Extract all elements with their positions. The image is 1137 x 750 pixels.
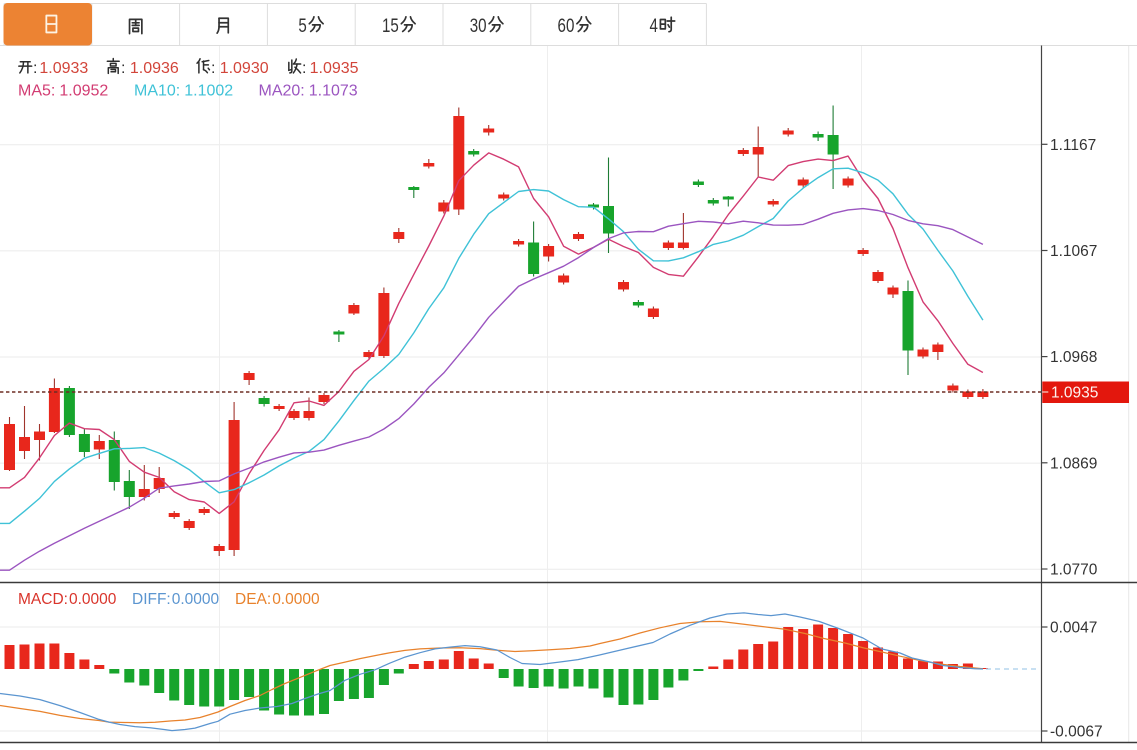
svg-text:1.1067: 1.1067: [1050, 243, 1097, 260]
svg-text::: :: [33, 60, 37, 77]
svg-text:MA20:1.1073: MA20: 1.1073: [259, 83, 358, 100]
svg-text:MACD:0.0000: MACD:0.0000: [18, 591, 117, 608]
svg-text:DIFF:0.0000: DIFF:0.0000: [132, 591, 220, 608]
svg-text:1.0935: 1.0935: [310, 60, 359, 77]
svg-text:-0.0067: -0.0067: [1050, 724, 1103, 741]
svg-text:15: 15: [382, 16, 399, 37]
svg-text:1.0935: 1.0935: [1051, 385, 1098, 402]
svg-text:1.0968: 1.0968: [1050, 349, 1097, 366]
svg-text:30: 30: [470, 16, 487, 37]
svg-text:MA5:1.0952: MA5: 1.0952: [18, 83, 108, 100]
svg-text:1.0770: 1.0770: [1050, 562, 1098, 579]
svg-text::: :: [302, 60, 306, 77]
svg-text:60: 60: [558, 16, 575, 37]
svg-text:5: 5: [298, 16, 306, 37]
svg-text:1.1167: 1.1167: [1050, 137, 1096, 154]
svg-text:4: 4: [650, 16, 659, 37]
svg-text:DEA:0.0000: DEA:0.0000: [235, 591, 320, 608]
svg-text:1.0933: 1.0933: [39, 60, 88, 77]
svg-text:1.0936: 1.0936: [130, 60, 179, 77]
svg-text:1.0930: 1.0930: [220, 60, 269, 77]
svg-text:MA10:1.1002: MA10: 1.1002: [134, 83, 233, 100]
svg-text:0.0047: 0.0047: [1050, 620, 1097, 637]
svg-text::: :: [121, 60, 125, 77]
svg-text::: :: [211, 60, 215, 77]
svg-text:1.0869: 1.0869: [1050, 455, 1097, 472]
